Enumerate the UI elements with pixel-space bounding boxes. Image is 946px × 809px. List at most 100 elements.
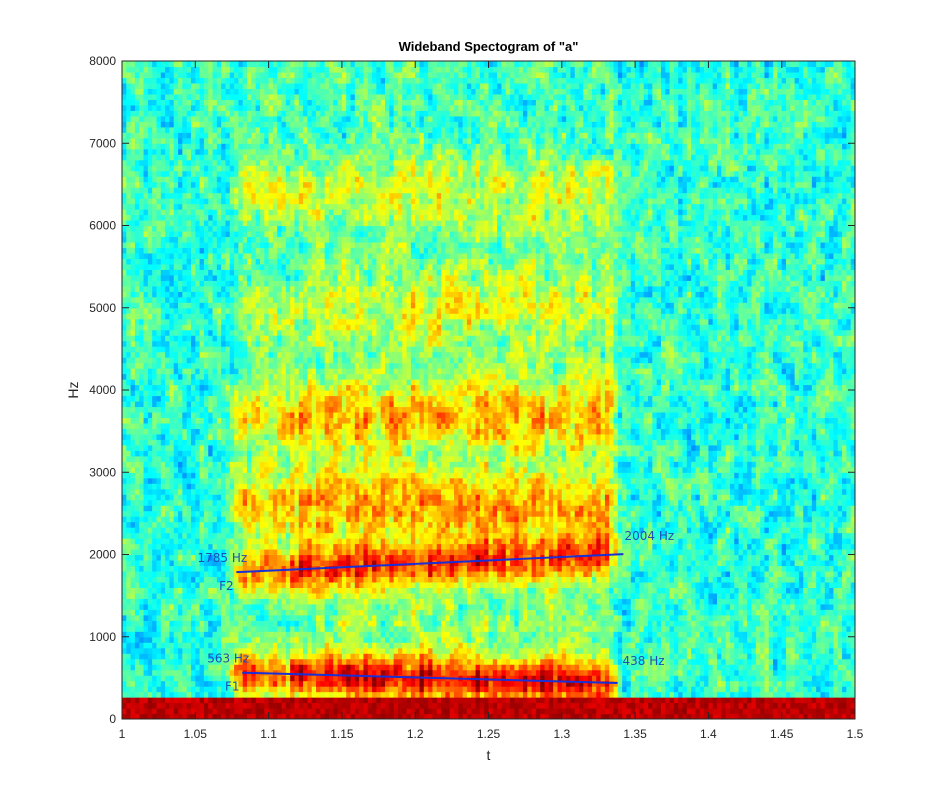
heatmap-cell (290, 691, 296, 698)
heatmap-cell (294, 346, 300, 353)
heatmap-cell (264, 505, 270, 512)
heatmap-cell (195, 291, 201, 298)
heatmap-cell (221, 61, 227, 68)
heatmap-cell (160, 176, 166, 183)
heatmap-cell (255, 247, 261, 254)
heatmap-cell (242, 565, 248, 572)
heatmap-cell (268, 340, 274, 347)
heatmap-cell (143, 241, 149, 249)
heatmap-cell (247, 132, 252, 139)
heatmap-cell (221, 203, 227, 210)
heatmap-cell (139, 505, 145, 512)
heatmap-cell (199, 373, 205, 380)
heatmap-cell (234, 439, 240, 446)
heatmap-cell (234, 209, 240, 216)
heatmap-cell (251, 614, 257, 621)
heatmap-cell (268, 576, 274, 583)
heatmap-cell (130, 477, 136, 484)
heatmap-cell (285, 614, 291, 621)
heatmap-cell (199, 428, 205, 435)
heatmap-cell (182, 543, 188, 550)
heatmap-cell (285, 110, 291, 117)
heatmap-cell (294, 225, 300, 232)
heatmap-cell (242, 209, 248, 216)
heatmap-cell (173, 390, 179, 397)
heatmap-cell (195, 390, 201, 397)
heatmap-cell (251, 132, 257, 139)
heatmap-cell (139, 499, 145, 506)
heatmap-cell (160, 411, 166, 419)
heatmap-cell (182, 598, 188, 605)
heatmap-cell (251, 581, 257, 588)
heatmap-cell (212, 400, 218, 408)
heatmap-cell (169, 527, 175, 534)
heatmap-cell (285, 658, 291, 665)
heatmap-cell (178, 230, 183, 238)
heatmap-cell (190, 686, 196, 693)
heatmap-cell (277, 417, 283, 424)
heatmap-cell (178, 225, 183, 232)
heatmap-cell (298, 357, 304, 364)
heatmap-cell (242, 230, 248, 238)
heatmap-cell (195, 691, 201, 698)
heatmap-cell (130, 603, 136, 610)
heatmap-cell (186, 170, 192, 177)
heatmap-cell (216, 263, 222, 270)
heatmap-cell (139, 170, 145, 177)
heatmap-cell (238, 165, 244, 172)
heatmap-cell (143, 395, 149, 402)
heatmap-cell (134, 461, 140, 468)
heatmap-cell (281, 329, 287, 336)
heatmap-cell (277, 422, 283, 429)
heatmap-cell (268, 620, 274, 627)
heatmap-cell (134, 61, 140, 68)
heatmap-cell (294, 274, 300, 281)
heatmap-cell (212, 631, 218, 638)
heatmap-cell (234, 148, 240, 155)
heatmap-cell (134, 598, 140, 605)
heatmap-cell (259, 368, 265, 375)
heatmap-cell (298, 346, 304, 353)
heatmap-cell (143, 472, 149, 479)
heatmap-cell (255, 71, 261, 79)
heatmap-cell (212, 93, 218, 100)
heatmap-cell (285, 691, 291, 698)
heatmap-cell (182, 554, 188, 561)
heatmap-cell (139, 274, 145, 281)
heatmap-cell (208, 455, 214, 462)
heatmap-cell (268, 636, 274, 643)
heatmap-cell (285, 209, 291, 216)
heatmap-cell (139, 390, 145, 397)
heatmap-cell (134, 368, 140, 375)
heatmap-cell (126, 603, 132, 610)
heatmap-cell (221, 417, 227, 424)
heatmap-cell (130, 61, 136, 68)
heatmap-cell (173, 192, 179, 199)
heatmap-cell (281, 181, 287, 188)
heatmap-cell (238, 549, 244, 556)
heatmap-cell (264, 88, 270, 95)
heatmap-cell (203, 587, 209, 594)
heatmap-cell (264, 653, 270, 660)
heatmap-cell (195, 88, 201, 95)
heatmap-cell (264, 340, 270, 347)
heatmap-cell (238, 291, 244, 298)
heatmap-cell (139, 203, 145, 210)
heatmap-cell (277, 176, 283, 183)
heatmap-cell (152, 521, 158, 528)
heatmap-cell (182, 313, 188, 320)
heatmap-cell (186, 686, 192, 693)
heatmap-cell (294, 494, 300, 501)
heatmap-cell (272, 71, 278, 79)
heatmap-cell (221, 351, 227, 358)
heatmap-cell (281, 230, 287, 238)
heatmap-cell (221, 307, 227, 314)
heatmap-cell (134, 686, 140, 693)
heatmap-cell (173, 209, 179, 216)
heatmap-cell (139, 225, 145, 232)
heatmap-cell (259, 99, 265, 106)
heatmap-cell (264, 461, 270, 468)
heatmap-cell (165, 115, 171, 122)
heatmap-cell (212, 132, 218, 139)
heatmap-cell (152, 148, 158, 155)
